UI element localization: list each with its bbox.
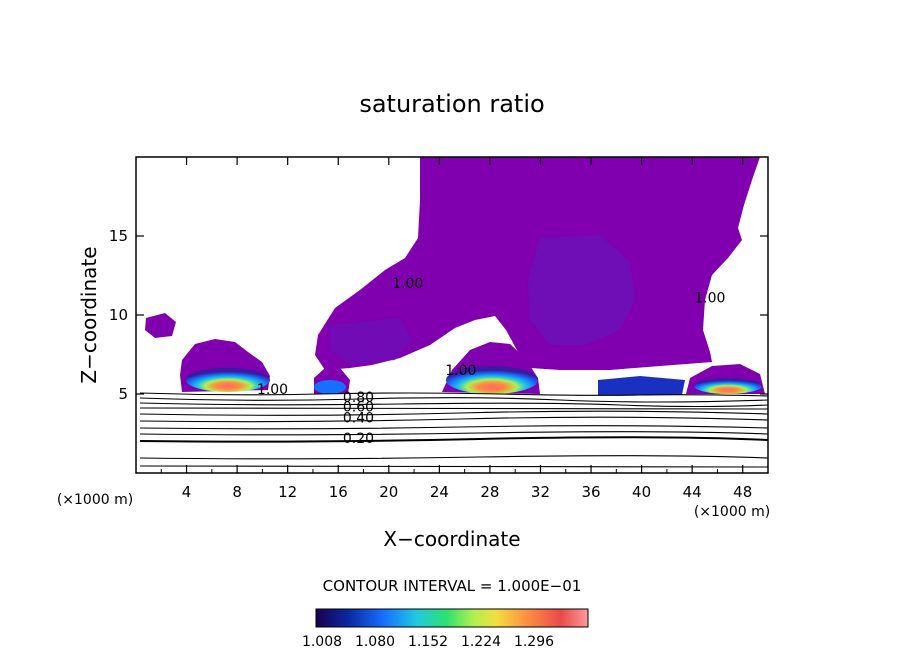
small-patch xyxy=(145,313,176,338)
colorbar-tick-label: 1.296 xyxy=(514,634,554,650)
x-tick-label: 48 xyxy=(733,483,752,501)
contour-label: 1.00 xyxy=(392,276,423,292)
x-axis-title: X−coordinate xyxy=(383,527,520,551)
contour-label-layer: 1.00 1.00 1.00 1.00 0.800.600.40 0.20 xyxy=(257,276,726,447)
contour-label: 0.20 xyxy=(343,431,374,447)
x-tick-label: 20 xyxy=(379,483,398,501)
contour-lines xyxy=(139,392,769,468)
y-tick-label: 15 xyxy=(109,227,128,245)
x-tick-label: 32 xyxy=(531,483,550,501)
x-tick-label: 28 xyxy=(480,483,499,501)
colorbar-tick-label: 1.152 xyxy=(408,634,448,650)
x-tick-label: 8 xyxy=(232,483,242,501)
x-tick-label: 40 xyxy=(632,483,651,501)
contour-label: 1.00 xyxy=(445,363,476,379)
x-tick-label: 16 xyxy=(329,483,348,501)
y-tick-label: 10 xyxy=(109,306,128,324)
cell-right-b-core xyxy=(694,378,762,394)
x-tick-label: 24 xyxy=(430,483,449,501)
y-tick-label: 5 xyxy=(118,385,128,403)
cell-left-core xyxy=(186,368,270,392)
x-tick-label: 4 xyxy=(182,483,192,501)
colorbar-ticks: 1.008 1.080 1.152 1.224 1.296 xyxy=(302,634,554,650)
contour-interval-label: CONTOUR INTERVAL = 1.000E−01 xyxy=(323,577,582,595)
colorbar-tick-label: 1.008 xyxy=(302,634,342,650)
y-axis-title: Z−coordinate xyxy=(77,246,101,383)
contour-label: 0.80 xyxy=(343,390,374,406)
x-tick-label: 44 xyxy=(683,483,702,501)
chart-title: saturation ratio xyxy=(359,90,544,118)
contour-label: 0.40 xyxy=(343,410,374,426)
contour-label: 1.00 xyxy=(257,382,288,398)
plume-core xyxy=(528,235,635,345)
colorbar xyxy=(315,608,589,628)
plume-core-2 xyxy=(330,318,412,365)
cell-right-a xyxy=(598,376,685,395)
x-tick-label: 12 xyxy=(278,483,297,501)
colorbar-tick-label: 1.080 xyxy=(355,634,395,650)
x-tick-label: 36 xyxy=(581,483,600,501)
shaded-field xyxy=(145,157,765,395)
x-unit-right-label: (×1000 m) xyxy=(694,504,770,520)
x-axis: 4 8 12 16 20 24 28 32 36 40 44 48 xyxy=(160,157,752,501)
cell-mid-left-core xyxy=(314,380,346,394)
contour-label: 0.60 xyxy=(343,399,374,415)
contour-label: 1.00 xyxy=(694,290,725,306)
x-unit-left-label: (×1000 m) xyxy=(57,492,133,508)
y-axis: 5 10 15 xyxy=(109,227,768,403)
cell-center-core xyxy=(446,366,538,394)
colorbar-tick-label: 1.224 xyxy=(461,634,501,650)
